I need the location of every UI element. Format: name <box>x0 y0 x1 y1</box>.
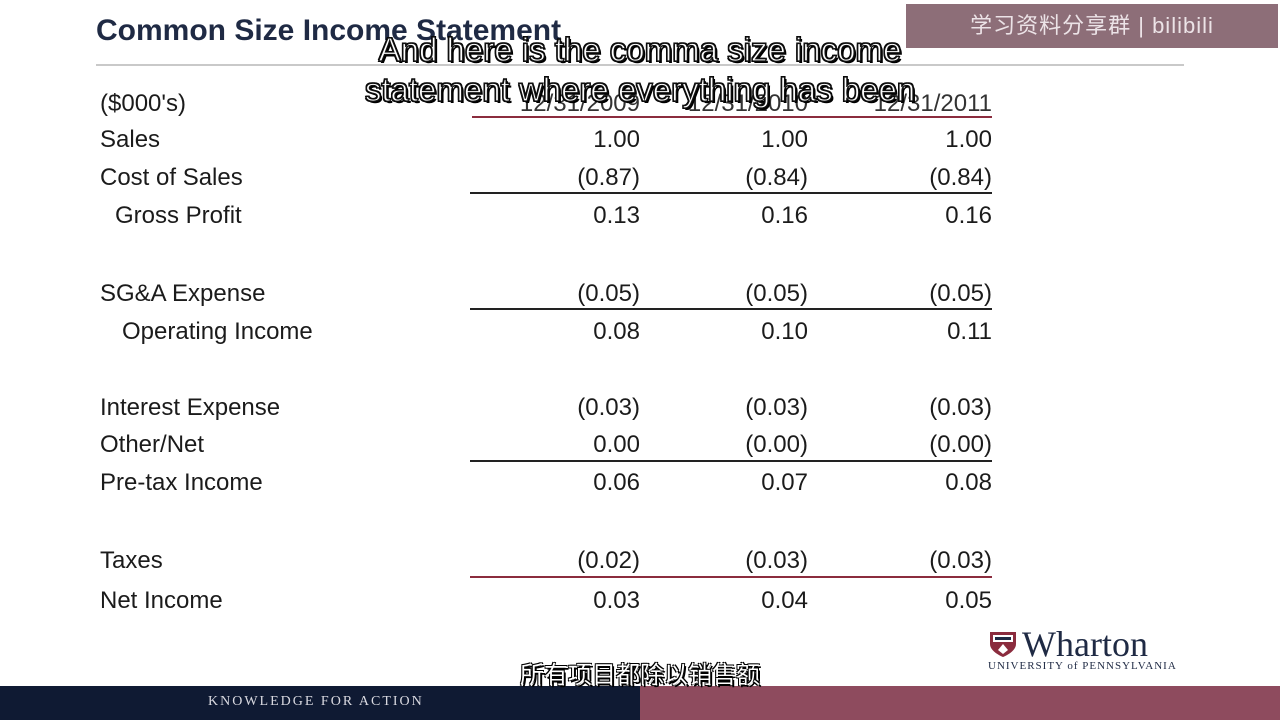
cell-net-income-2010: 0.04 <box>761 587 808 614</box>
cell-gross-profit-2009: 0.13 <box>593 202 640 229</box>
cell-sales-2010: 1.00 <box>761 126 808 153</box>
cell-interest-expense-2010: (0.03) <box>745 394 808 421</box>
cell-sga-expense-2010: (0.05) <box>745 280 808 307</box>
cell-taxes-2011: (0.03) <box>929 547 992 574</box>
cell-cost-of-sales-2010: (0.84) <box>745 164 808 191</box>
total-rule <box>470 576 992 578</box>
wharton-wordmark: Wharton <box>1022 624 1148 664</box>
cell-sga-expense-2011: (0.05) <box>929 280 992 307</box>
cell-operating-income-2011: 0.11 <box>947 318 992 345</box>
watermark-overlay: 学习资料分享群 | bilibili <box>906 4 1278 48</box>
cell-other-net-2010: (0.00) <box>745 431 808 458</box>
cell-sga-expense-2009: (0.05) <box>577 280 640 307</box>
cell-taxes-2009: (0.02) <box>577 547 640 574</box>
cell-cost-of-sales-2009: (0.87) <box>577 164 640 191</box>
slide-title: Common Size Income Statement <box>96 14 562 47</box>
cell-sales-2011: 1.00 <box>945 126 992 153</box>
subtitle-english-line-2: statement where everything has been <box>364 70 916 108</box>
cell-operating-income-2010: 0.10 <box>761 318 808 345</box>
unit-label: ($000's) <box>100 90 186 117</box>
cell-interest-expense-2011: (0.03) <box>929 394 992 421</box>
cell-pre-tax-income-2011: 0.08 <box>945 469 992 496</box>
column-header-2009: 12/31/2009 <box>519 90 640 117</box>
column-header-2011: 12/31/2011 <box>873 90 992 117</box>
cell-net-income-2011: 0.05 <box>945 587 992 614</box>
cell-gross-profit-2010: 0.16 <box>761 202 808 229</box>
row-label-pre-tax-income: Pre-tax Income <box>100 469 263 496</box>
footer-bar-maroon <box>640 686 1280 720</box>
row-label-net-income: Net Income <box>100 587 223 614</box>
subtitle-chinese: 所有项目都除以销售额 <box>520 662 760 689</box>
shield-icon <box>990 632 1016 657</box>
row-label-operating-income: Operating Income <box>122 318 313 345</box>
subtotal-rule <box>470 308 992 310</box>
subtotal-rule <box>470 460 992 462</box>
row-label-cost-of-sales: Cost of Sales <box>100 164 243 191</box>
cell-pre-tax-income-2010: 0.07 <box>761 469 808 496</box>
row-label-taxes: Taxes <box>100 547 163 574</box>
footer-bar-navy: KNOWLEDGE FOR ACTION <box>0 686 640 720</box>
subtitle-english: And here is the comma size income statem… <box>280 30 1000 110</box>
subtitle-english-line-1: And here is the comma size income <box>378 30 902 68</box>
cell-cost-of-sales-2011: (0.84) <box>929 164 992 191</box>
footer-tagline: KNOWLEDGE FOR ACTION <box>208 694 424 709</box>
row-label-sales: Sales <box>100 126 161 153</box>
cell-interest-expense-2009: (0.03) <box>577 394 640 421</box>
subtotal-rule <box>470 192 992 194</box>
cell-other-net-2009: 0.00 <box>593 431 640 458</box>
title-divider <box>96 64 1184 66</box>
row-label-other-net: Other/Net <box>100 431 205 458</box>
row-label-interest-expense: Interest Expense <box>100 394 281 421</box>
cell-net-income-2009: 0.03 <box>593 587 640 614</box>
wharton-university-line: UNIVERSITY of PENNSYLVANIA <box>988 660 1177 672</box>
header-rule <box>472 116 992 118</box>
row-label-sga-expense: SG&A Expense <box>100 280 266 307</box>
cell-gross-profit-2011: 0.16 <box>945 202 992 229</box>
cell-other-net-2011: (0.00) <box>929 431 992 458</box>
wharton-logo: Wharton UNIVERSITY of PENNSYLVANIA <box>988 626 1188 672</box>
column-header-2010: 12/31/2010 <box>687 90 808 117</box>
row-label-gross-profit: Gross Profit <box>115 202 242 229</box>
cell-pre-tax-income-2009: 0.06 <box>593 469 640 496</box>
cell-sales-2009: 1.00 <box>593 126 640 153</box>
cell-taxes-2010: (0.03) <box>745 547 808 574</box>
cell-operating-income-2009: 0.08 <box>593 318 640 345</box>
